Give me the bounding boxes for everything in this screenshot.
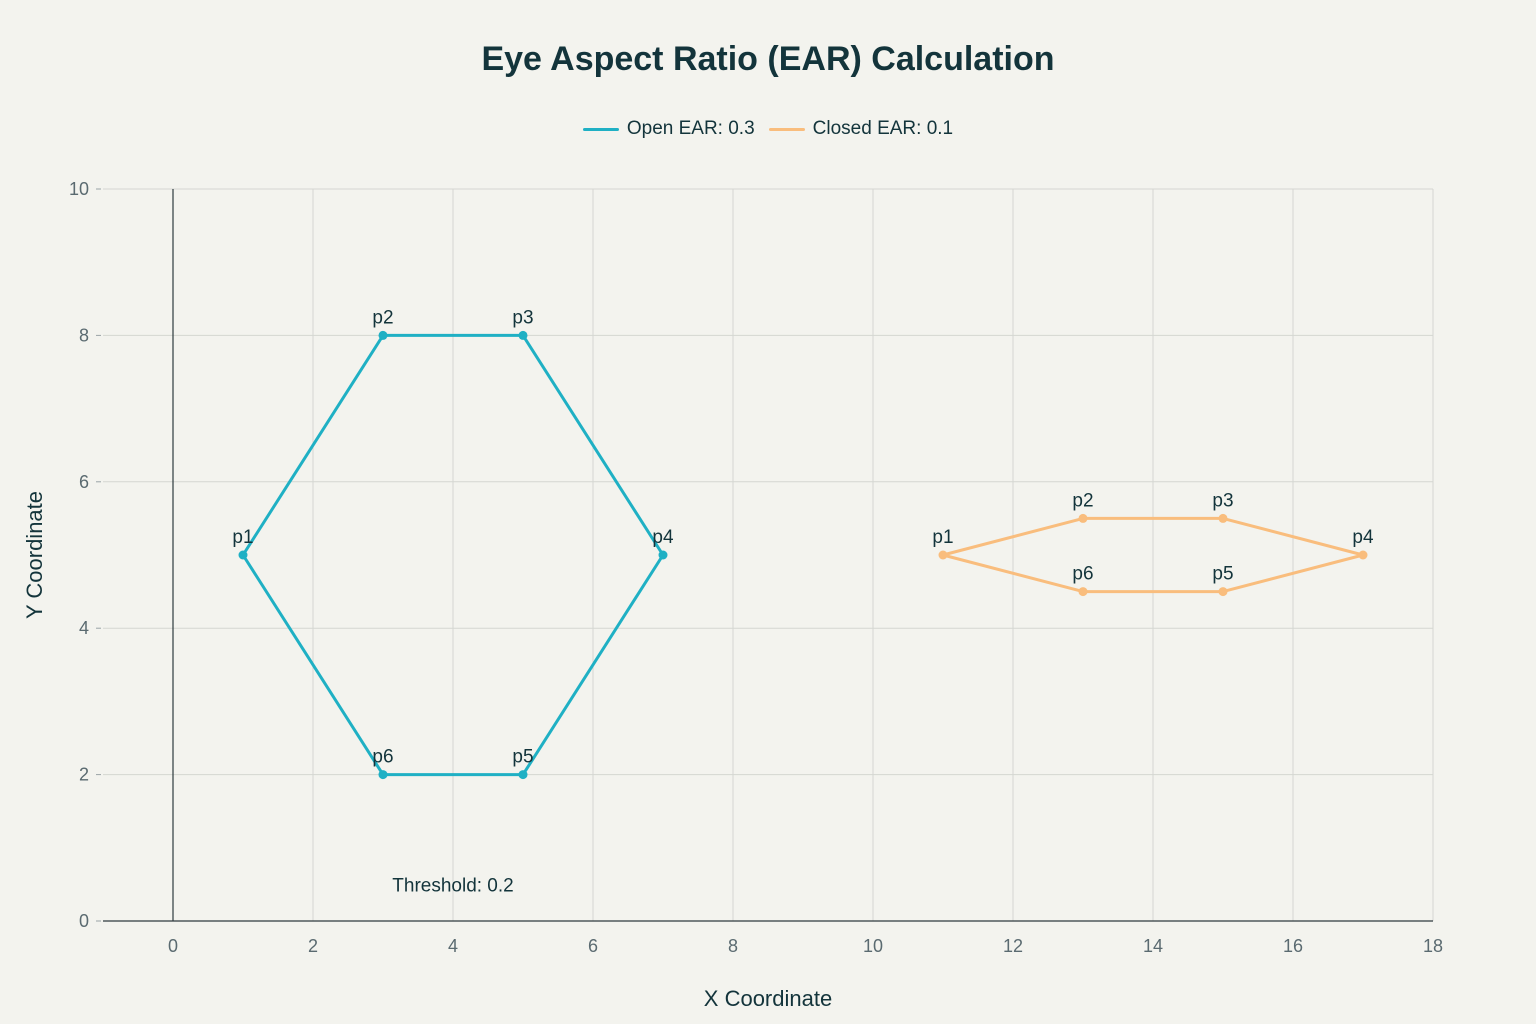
point-label-p2: p2 — [372, 307, 393, 328]
legend-item-open[interactable]: Open EAR: 0.3 — [582, 118, 755, 140]
grid — [103, 188, 1434, 921]
point-label-p5: p5 — [512, 747, 533, 768]
data-point-p6 — [1078, 587, 1088, 597]
legend-label-open: Open EAR: 0.3 — [626, 118, 755, 139]
x-tick-label: 14 — [1143, 936, 1163, 956]
x-tick-label: 8 — [728, 936, 738, 956]
data-point-p1 — [238, 550, 248, 560]
point-label-p4: p4 — [652, 527, 674, 548]
data-point-p5 — [1218, 587, 1228, 597]
y-axis-title: Y Coordinate — [22, 491, 47, 619]
x-tick-label: 16 — [1283, 936, 1303, 956]
legend-label-closed: Closed EAR: 0.1 — [812, 118, 954, 139]
point-label-p1: p1 — [232, 527, 253, 548]
data-point-p1 — [938, 550, 948, 560]
data-point-p5 — [518, 770, 528, 780]
y-tick-label: 10 — [69, 179, 89, 199]
point-label-p2: p2 — [1072, 490, 1093, 511]
x-tick-label: 0 — [168, 936, 178, 956]
data-point-p4 — [1358, 550, 1368, 560]
data-point-p4 — [658, 550, 668, 560]
label-layer: p1 p2 p3 p4 p5 p6 p1 p2 p3 p4 p5 p6 — [232, 307, 1374, 767]
x-axis-title: X Coordinate — [704, 986, 832, 1011]
point-label-p3: p3 — [1212, 490, 1233, 511]
x-tick-label: 6 — [588, 936, 598, 956]
chart-title: Eye Aspect Ratio (EAR) Calculation — [481, 40, 1055, 78]
data-point-p3 — [518, 330, 528, 340]
legend-swatch-closed — [768, 127, 805, 131]
data-point-p2 — [1078, 513, 1088, 523]
legend-item-closed[interactable]: Closed EAR: 0.1 — [768, 118, 954, 140]
y-tick-label: 2 — [79, 765, 89, 785]
x-tick-label: 4 — [448, 936, 458, 956]
x-tick-label: 2 — [308, 936, 318, 956]
data-point-p2 — [378, 330, 388, 340]
data-point-p6 — [378, 770, 388, 780]
x-tick-label: 18 — [1423, 936, 1443, 956]
point-label-p3: p3 — [512, 307, 533, 328]
x-tick-label: 12 — [1003, 936, 1023, 956]
point-label-p5: p5 — [1212, 564, 1233, 585]
threshold-annotation: Threshold: 0.2 — [392, 875, 513, 896]
legend-swatch-open — [582, 127, 619, 131]
data-point-p3 — [1218, 513, 1228, 523]
point-label-p6: p6 — [372, 747, 393, 768]
axes: 0 2 4 6 8 10 12 14 16 18 0 2 4 6 8 10 — [69, 179, 1443, 956]
y-tick-label: 6 — [79, 472, 89, 492]
y-tick-label: 4 — [79, 618, 89, 638]
series-layer — [238, 330, 1368, 780]
point-label-p1: p1 — [932, 527, 953, 548]
y-tick-label: 0 — [79, 911, 89, 931]
legend: Open EAR: 0.3 Closed EAR: 0.1 — [0, 118, 1536, 140]
y-tick-label: 8 — [79, 325, 89, 345]
point-label-p6: p6 — [1072, 564, 1093, 585]
x-tick-label: 10 — [863, 936, 883, 956]
point-label-p4: p4 — [1352, 527, 1374, 548]
